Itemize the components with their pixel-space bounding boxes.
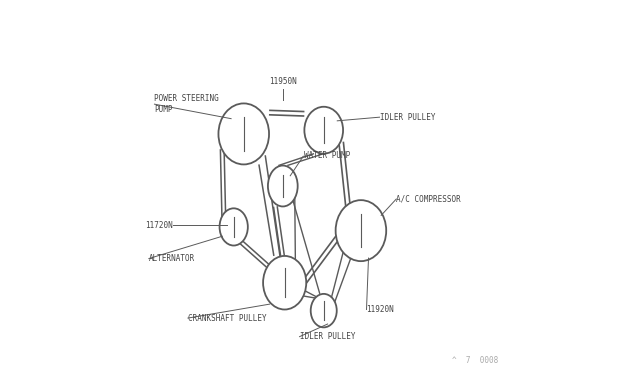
Text: IDLER PULLEY: IDLER PULLEY: [300, 332, 355, 341]
Ellipse shape: [305, 107, 343, 154]
Ellipse shape: [263, 256, 306, 310]
Text: POWER STEERING
PUMP: POWER STEERING PUMP: [154, 94, 220, 114]
Text: WATER PUMP: WATER PUMP: [305, 151, 351, 160]
Ellipse shape: [335, 200, 386, 261]
Text: CRANKSHAFT PULLEY: CRANKSHAFT PULLEY: [188, 314, 267, 323]
Text: ^  7  0008: ^ 7 0008: [452, 356, 499, 365]
Ellipse shape: [310, 294, 337, 327]
Text: 11950N: 11950N: [269, 77, 297, 86]
Text: IDLER PULLEY: IDLER PULLEY: [380, 113, 435, 122]
Text: A/C COMPRESSOR: A/C COMPRESSOR: [396, 195, 461, 203]
Text: 11720N: 11720N: [145, 221, 173, 230]
Ellipse shape: [268, 166, 298, 206]
Text: 11920N: 11920N: [367, 305, 394, 314]
Text: ALTERNATOR: ALTERNATOR: [149, 254, 195, 263]
Ellipse shape: [220, 208, 248, 246]
Ellipse shape: [218, 103, 269, 164]
